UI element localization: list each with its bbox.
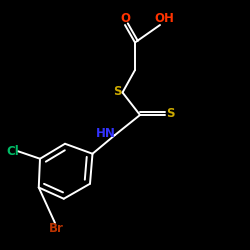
Text: S: S	[113, 85, 121, 98]
Text: Br: Br	[49, 222, 64, 235]
Text: O: O	[120, 12, 130, 25]
Text: OH: OH	[154, 12, 174, 25]
Text: Cl: Cl	[6, 145, 19, 158]
Text: HN: HN	[96, 127, 116, 140]
Text: S: S	[166, 107, 175, 120]
